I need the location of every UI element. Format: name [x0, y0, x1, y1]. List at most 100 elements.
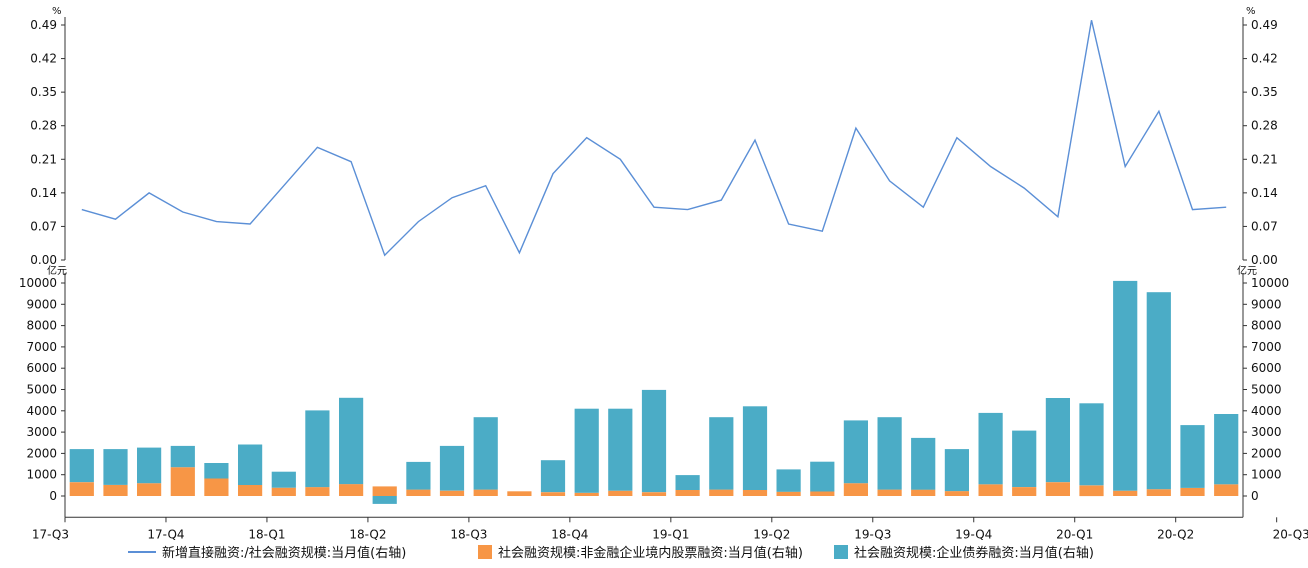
bottom-left-unit: 亿元: [47, 264, 67, 277]
equity-bar: [1180, 487, 1205, 496]
bond-bar: [204, 463, 229, 479]
equity-bar: [742, 490, 768, 496]
equity-bar: [103, 484, 128, 496]
legend-label-equity: 社会融资规模:非金融企业境内股票融资:当月值(右轴): [498, 546, 803, 561]
bond-bar: [1113, 280, 1138, 491]
equity-bar: [1146, 489, 1171, 496]
bond-bar: [473, 417, 498, 490]
equity-bar: [574, 492, 599, 496]
bond-bar: [1214, 414, 1239, 485]
bond-bar: [1146, 292, 1171, 490]
equity-bar: [170, 467, 195, 496]
equity-bar: [608, 490, 633, 496]
bond-bar: [574, 408, 599, 493]
bond-bar: [877, 417, 902, 490]
x-tick-label: 20-Q2: [1157, 527, 1194, 540]
equity-bar: [372, 486, 397, 496]
bottom-left-tick-label: 3000: [26, 425, 57, 439]
bond-bar: [843, 420, 868, 484]
bond-bar: [540, 460, 566, 493]
bond-bar: [1045, 398, 1070, 483]
bottom-right-tick-label: 0: [1251, 489, 1259, 503]
bond-bar: [439, 445, 465, 491]
x-tick-label: 19-Q4: [955, 527, 992, 540]
bottom-right-tick-label: 1000: [1251, 468, 1282, 482]
equity-bar: [641, 492, 667, 496]
legend-item-equity: 社会融资规模:非金融企业境内股票融资:当月值(右轴): [478, 542, 803, 561]
equity-bar: [709, 489, 734, 496]
equity-bar: [1045, 482, 1070, 496]
top-left-tick-label: 0.35: [30, 85, 57, 99]
x-tick-label: 19-Q2: [753, 527, 790, 540]
top-right-tick-label: 0.35: [1251, 85, 1278, 99]
x-tick-label: 20-Q1: [1056, 527, 1093, 540]
top-left-tick-label: 0.07: [30, 219, 57, 233]
equity-bar: [305, 487, 330, 496]
bond-bar: [978, 412, 1003, 485]
top-right-tick-label: 0.21: [1251, 152, 1278, 166]
bond-bar: [238, 444, 263, 485]
equity-bar: [439, 490, 465, 496]
bond-bar: [137, 447, 162, 484]
bottom-right-tick-label: 4000: [1251, 404, 1282, 418]
top-right-tick-label: 0.49: [1251, 18, 1278, 32]
equity-bar: [473, 489, 498, 496]
top-left-tick-label: 0.49: [30, 18, 57, 32]
equity-bar: [1079, 485, 1104, 497]
bottom-right-tick-label: 9000: [1251, 297, 1282, 311]
bond-bar: [103, 449, 128, 485]
equity-bar: [877, 489, 902, 496]
ratio-series-line: [81, 20, 1227, 257]
chart-canvas: % % 0.00 0.00 0.07 0.07 0.14 0.14 0.21 0.21 0.28 0.…: [19, 6, 1308, 540]
top-right-unit: %: [1246, 6, 1256, 17]
equity-bar: [675, 490, 700, 496]
bond-bar: [1079, 403, 1104, 486]
equity-bar: [978, 484, 1003, 496]
bottom-right-tick-label: 7000: [1251, 340, 1282, 354]
bond-bar: [742, 406, 768, 490]
equity-bar: [776, 491, 801, 496]
bottom-right-tick-label: 6000: [1251, 361, 1282, 375]
bottom-left-tick-label: 5000: [26, 383, 57, 397]
top-left-tick-label: 0.21: [30, 152, 57, 166]
bottom-left-tick-label: 0: [49, 489, 57, 503]
equity-bar: [271, 487, 296, 496]
bond-bar: [1012, 430, 1037, 487]
legend-equity-swatch: [478, 544, 492, 559]
bond-bar: [641, 389, 667, 493]
bottom-right-unit: 亿元: [1237, 264, 1257, 277]
legend-bond-swatch: [834, 544, 848, 559]
bond-bar: [170, 445, 195, 468]
equity-bar: [540, 492, 566, 496]
legend-label-ratio: 新增直接融资:/社会融资规模:当月值(右轴): [162, 546, 407, 561]
bond-bar: [305, 410, 330, 488]
x-tick-label: 18-Q2: [349, 527, 386, 540]
top-right-tick-label: 0.14: [1251, 186, 1278, 200]
bottom-right-tick-label: 5000: [1251, 383, 1282, 397]
equity-bar: [406, 489, 431, 496]
equity-bar: [507, 491, 532, 496]
x-tick-label: 17-Q3: [32, 527, 69, 540]
equity-bar: [69, 482, 94, 496]
bond-bar: [944, 449, 969, 492]
bond-bar: [776, 469, 801, 492]
equity-bar: [137, 483, 162, 496]
x-tick-label: 17-Q4: [147, 527, 184, 540]
top-right-tick-label: 0.42: [1251, 52, 1278, 66]
bottom-right-tick-label: 3000: [1251, 425, 1282, 439]
top-left-tick-label: 0.14: [30, 186, 57, 200]
x-tick-label: 20-Q3: [1273, 527, 1308, 540]
legend-line-swatch: [128, 550, 156, 553]
equity-bar: [339, 484, 364, 496]
top-right-tick-label: 0.28: [1251, 119, 1278, 133]
equity-bar: [1012, 487, 1037, 496]
x-tick-label: 18-Q4: [551, 527, 588, 540]
top-right-tick-label: 0.07: [1251, 219, 1278, 233]
bond-bar: [709, 417, 734, 490]
top-left-unit: %: [52, 6, 62, 17]
legend: 新增直接融资:/社会融资规模:当月值(右轴) 社会融资规模:非金融企业境内股票融…: [0, 540, 1308, 564]
top-left-tick-label: 0.00: [30, 253, 57, 267]
equity-bar: [911, 489, 936, 496]
bottom-left-tick-label: 8000: [26, 319, 57, 333]
equity-bar: [1214, 484, 1239, 496]
